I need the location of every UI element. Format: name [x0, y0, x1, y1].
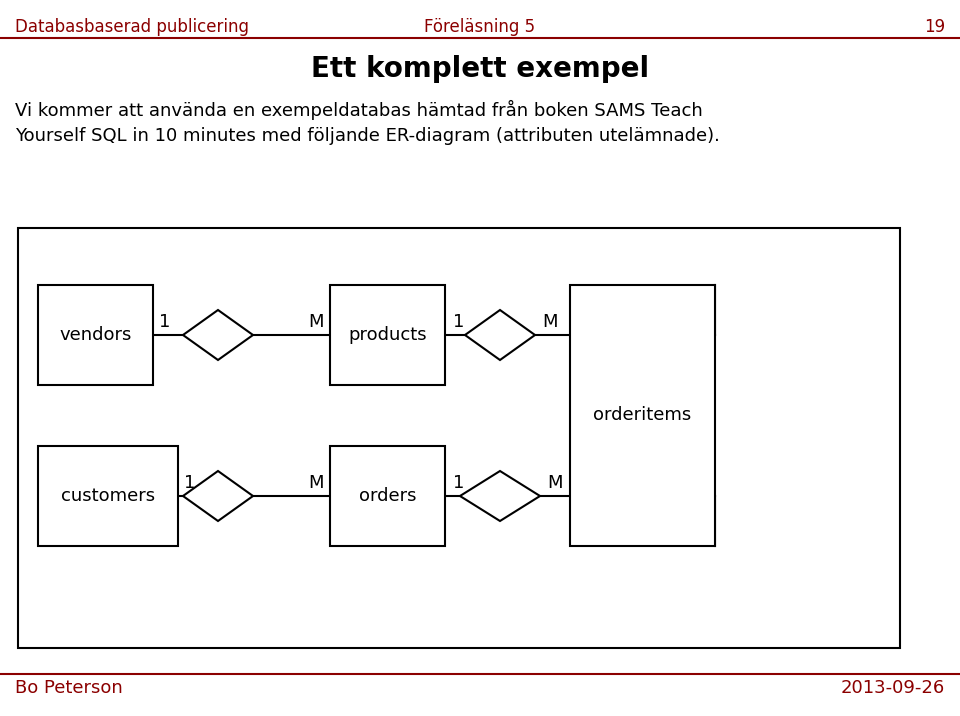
Text: 1: 1: [453, 313, 465, 331]
Bar: [18, 228, 900, 648]
Text: Ett komplett exempel: Ett komplett exempel: [311, 55, 649, 83]
Bar: [38, 446, 178, 546]
Text: Vi kommer att använda en exempeldatabas hämtad från boken SAMS Teach
Yourself SQ: Vi kommer att använda en exempeldatabas …: [15, 100, 720, 145]
Text: M: M: [308, 313, 324, 331]
Text: Databasbaserad publicering: Databasbaserad publicering: [15, 18, 249, 36]
Text: 1: 1: [453, 474, 465, 492]
Text: M: M: [308, 474, 324, 492]
Bar: [330, 446, 445, 546]
Text: 1: 1: [159, 313, 171, 331]
Text: vendors: vendors: [60, 326, 132, 344]
Text: 1: 1: [184, 474, 196, 492]
Text: orders: orders: [359, 487, 417, 505]
Bar: [38, 285, 153, 385]
Text: M: M: [542, 313, 558, 331]
Text: orderitems: orderitems: [593, 407, 691, 425]
Polygon shape: [465, 310, 535, 360]
Text: products: products: [348, 326, 427, 344]
Text: 2013-09-26: 2013-09-26: [841, 679, 945, 697]
Polygon shape: [183, 471, 253, 521]
Bar: [330, 285, 445, 385]
Polygon shape: [183, 310, 253, 360]
Text: customers: customers: [60, 487, 156, 505]
Text: M: M: [547, 474, 563, 492]
Text: 19: 19: [924, 18, 945, 36]
Bar: [570, 285, 715, 546]
Polygon shape: [460, 471, 540, 521]
Text: Bo Peterson: Bo Peterson: [15, 679, 123, 697]
Text: Föreläsning 5: Föreläsning 5: [424, 18, 536, 36]
